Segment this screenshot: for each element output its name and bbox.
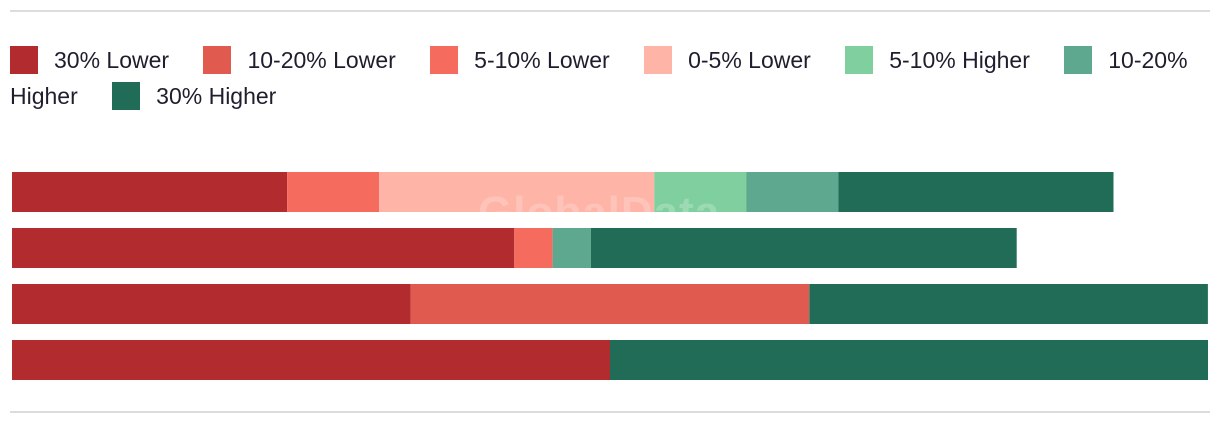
legend-swatch — [203, 46, 232, 74]
legend-label: 5-10% Higher — [889, 47, 1030, 73]
legend-swatch — [1064, 46, 1093, 74]
bar-segment — [12, 172, 288, 212]
bar-segment — [379, 172, 655, 212]
chart-legend: 30% Lower 10-20% Lower 5-10% Lower 0-5% … — [10, 42, 1210, 114]
legend-label: 10-20% Lower — [247, 47, 396, 73]
bar-segment — [809, 284, 1208, 324]
legend-swatch — [644, 46, 673, 74]
legend-swatch — [112, 82, 141, 110]
bar-segment — [12, 284, 411, 324]
bar-segment — [12, 228, 515, 268]
legend-label: 5-10% Lower — [474, 47, 610, 73]
bar-segment — [654, 172, 747, 212]
legend-item: 10-20% Higher — [10, 46, 1188, 109]
legend-item: 0-5% Lower — [644, 46, 811, 74]
bar-segment — [590, 228, 1017, 268]
bottom-divider — [10, 411, 1210, 413]
bar-segment — [552, 228, 591, 268]
legend-label: 30% Lower — [54, 47, 170, 73]
bar-segment — [12, 340, 610, 380]
bar-segment — [746, 172, 839, 212]
legend-swatch — [10, 46, 38, 74]
legend-item: 30% Higher — [112, 82, 277, 110]
legend-item: 5-10% Lower — [430, 46, 610, 74]
legend-item: 5-10% Higher — [845, 46, 1030, 74]
legend-swatch — [430, 46, 459, 74]
legend-item: 10-20% Lower — [203, 46, 396, 74]
bar-segment — [287, 172, 380, 212]
bar-segment — [514, 228, 553, 268]
bar-segment — [838, 172, 1114, 212]
bar-segment — [410, 284, 810, 324]
legend-label: 10-20% Higher — [10, 47, 1188, 109]
bar-segment — [610, 340, 1208, 380]
legend-item: 30% Lower — [10, 46, 170, 74]
legend-label: 0-5% Lower — [688, 47, 811, 73]
top-divider — [10, 10, 1210, 12]
legend-label: 30% Higher — [156, 83, 277, 109]
legend-swatch — [845, 46, 874, 74]
